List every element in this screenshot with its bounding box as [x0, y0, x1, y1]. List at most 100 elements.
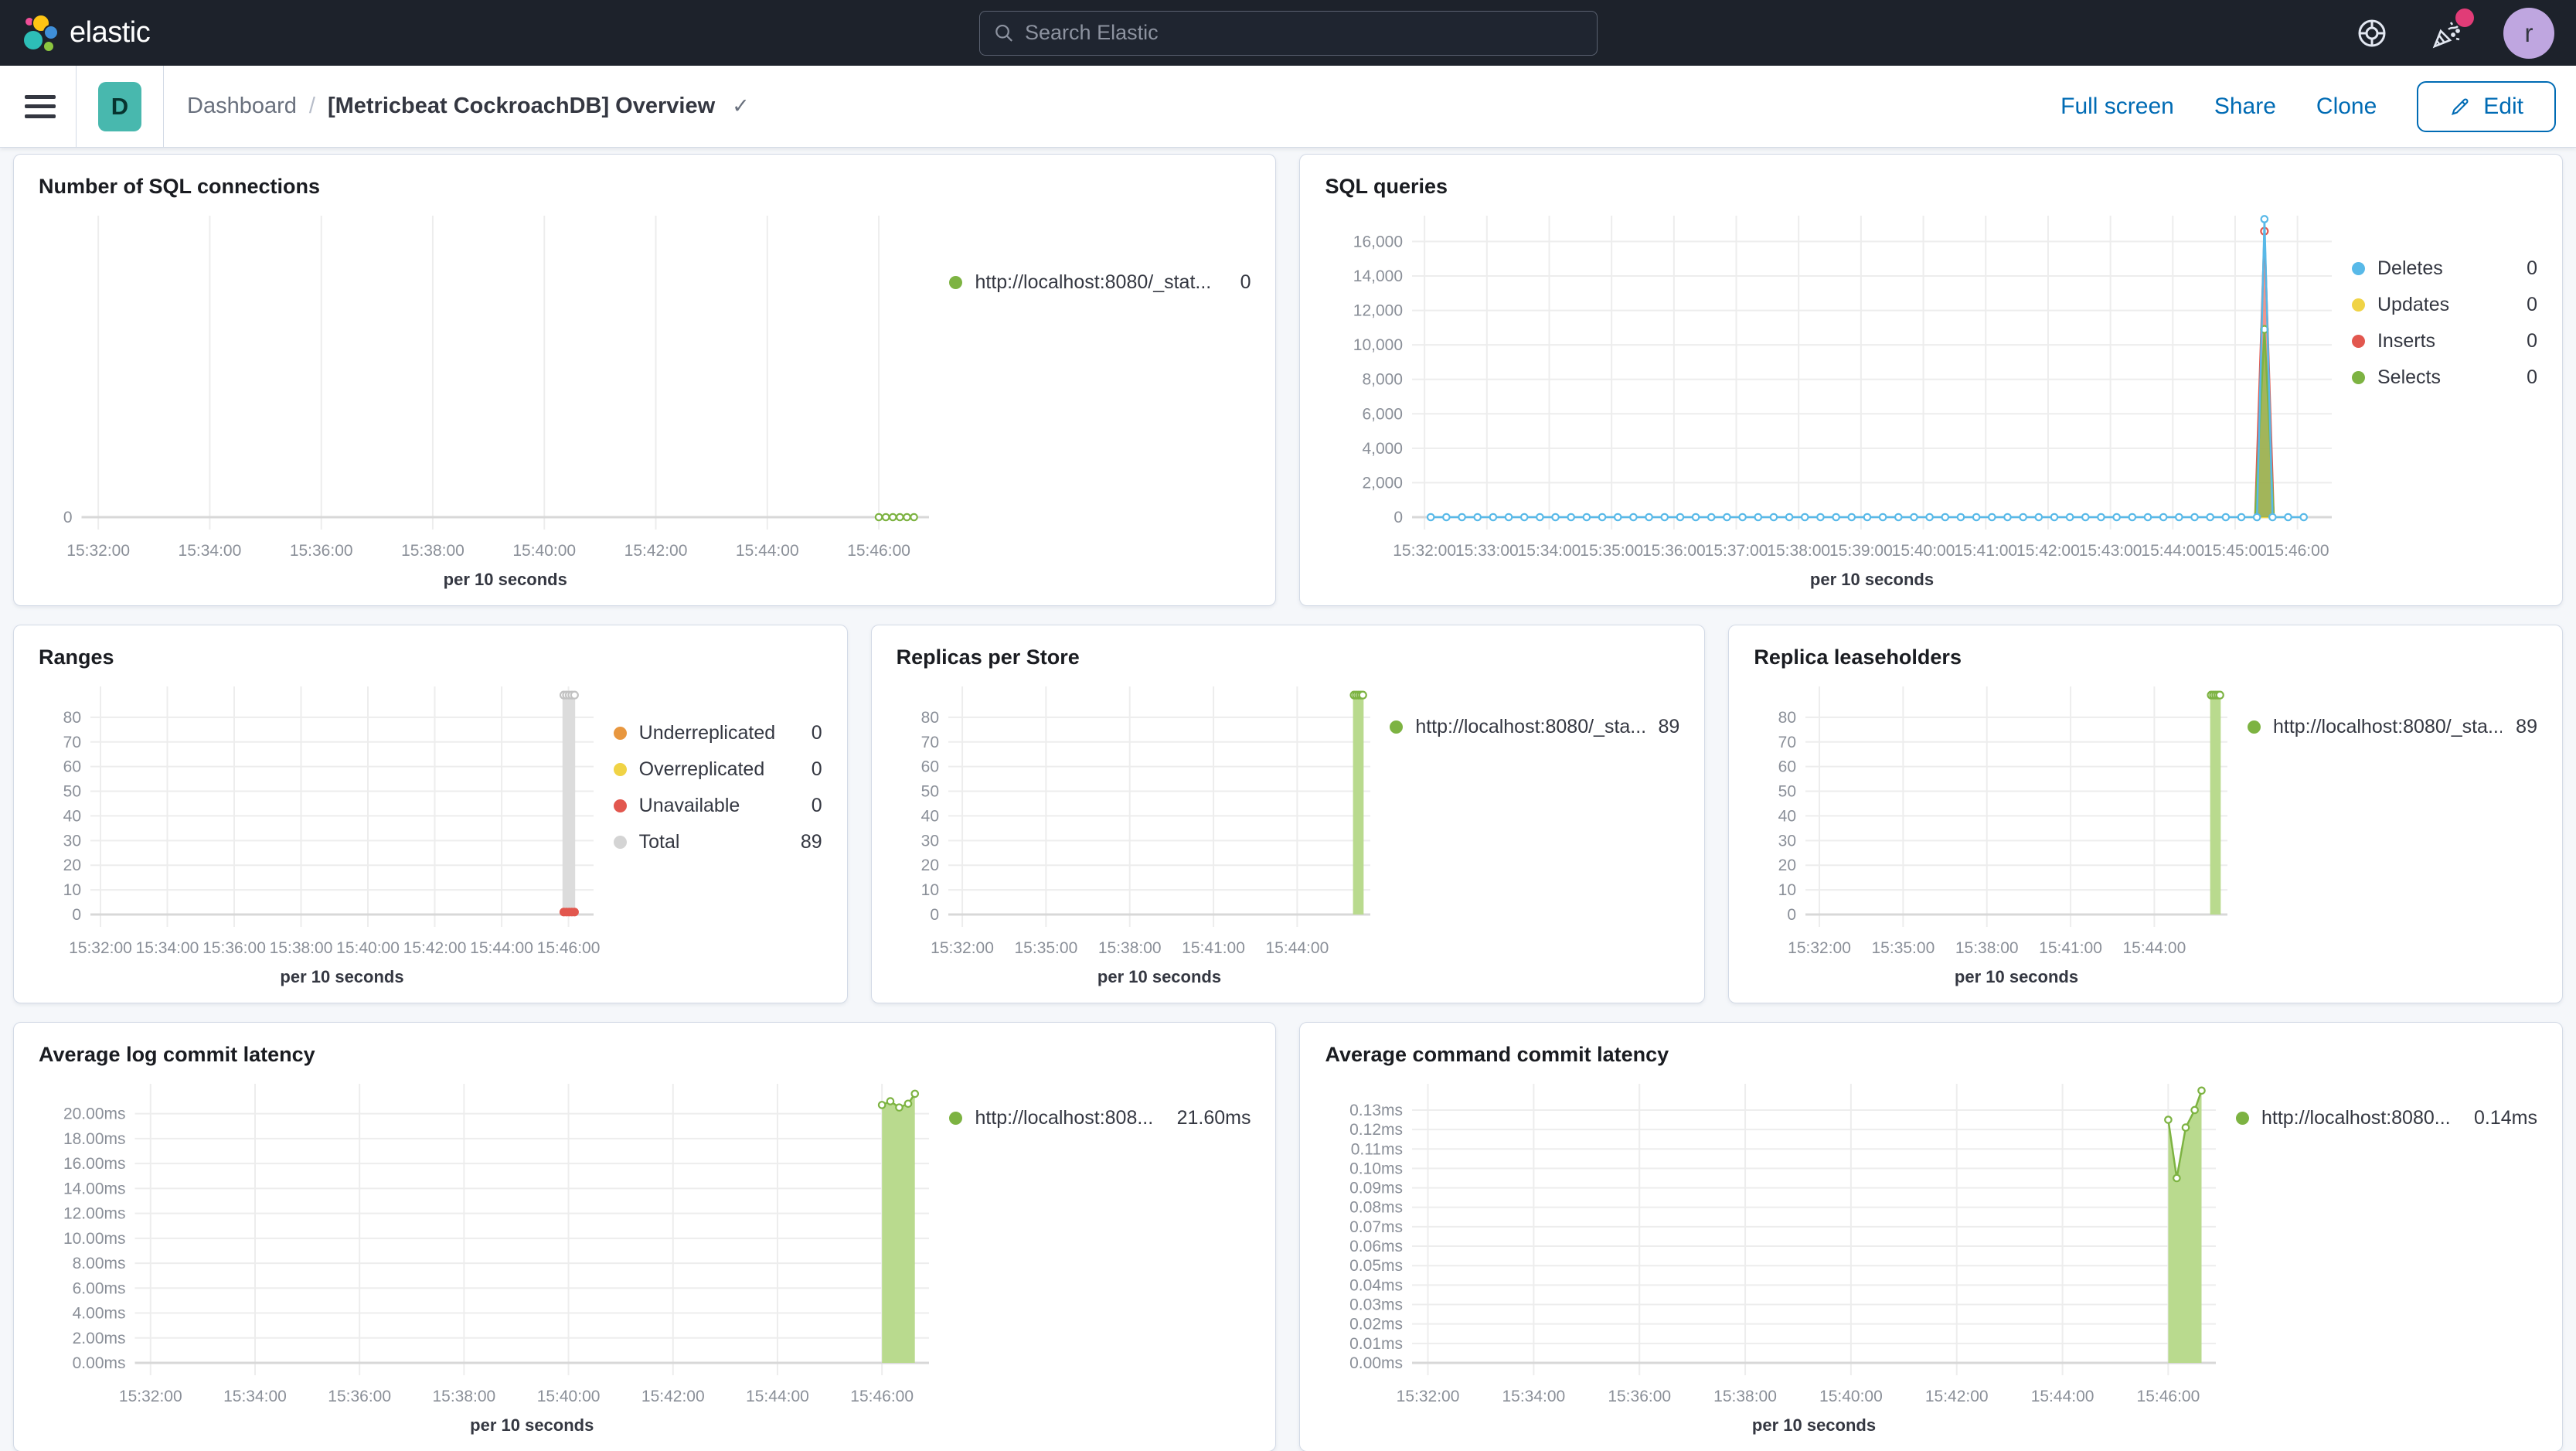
- svg-text:2.00ms: 2.00ms: [73, 1330, 126, 1347]
- svg-text:15:34:00: 15:34:00: [1502, 1388, 1566, 1405]
- legend-item[interactable]: Total 89: [613, 831, 822, 853]
- svg-text:70: 70: [1778, 734, 1796, 751]
- svg-text:4.00ms: 4.00ms: [73, 1305, 126, 1323]
- legend-item[interactable]: http://localhost:8080/_sta... 89: [1390, 716, 1679, 738]
- legend-series-value: 0: [811, 722, 822, 744]
- panel-title[interactable]: Ranges: [39, 645, 114, 669]
- logo-text: elastic: [70, 16, 151, 49]
- user-avatar[interactable]: r: [2503, 7, 2554, 59]
- svg-text:12.00ms: 12.00ms: [63, 1205, 126, 1223]
- chart-sql-connections[interactable]: 15:32:00 15:34:00 15:36:00 15:38:00 15:40:00…: [39, 202, 941, 594]
- svg-text:15:44:00: 15:44:00: [1265, 939, 1329, 957]
- legend-item[interactable]: Overreplicated 0: [613, 758, 822, 781]
- svg-text:15:42:00: 15:42:00: [624, 542, 688, 560]
- breadcrumb-dashboard-link[interactable]: Dashboard: [187, 94, 297, 118]
- legend-series-label: http://localhost:8080/_sta...: [1415, 716, 1645, 737]
- legend-series-value: 89: [2516, 716, 2537, 737]
- legend-series-dot: [613, 763, 627, 776]
- help-icon[interactable]: [2352, 13, 2392, 53]
- svg-text:15:43:00: 15:43:00: [2079, 542, 2142, 560]
- legend-item[interactable]: Deletes 0: [2351, 257, 2537, 280]
- search-input[interactable]: [1025, 21, 1583, 45]
- legend-item[interactable]: Selects 0: [2351, 366, 2537, 389]
- chart-avg-command-commit-latency[interactable]: 15:32:00 15:34:00 15:36:00 15:38:00 15:40:00…: [1325, 1070, 2228, 1440]
- full-screen-button[interactable]: Full screen: [2060, 93, 2174, 119]
- chart-canvas-avg-command-commit-latency: 15:32:00 15:34:00 15:36:00 15:38:00 15:40:00…: [1350, 1084, 2217, 1435]
- legend-item[interactable]: Updates 0: [2351, 294, 2537, 316]
- svg-text:30: 30: [1778, 832, 1796, 850]
- legend-series-label: Total: [638, 831, 680, 853]
- legend-series-value: 0: [1240, 271, 1251, 293]
- elastic-logo-icon: [22, 13, 59, 53]
- svg-text:70: 70: [63, 734, 81, 751]
- legend-series-label: Overreplicated: [638, 758, 765, 780]
- svg-text:12,000: 12,000: [1353, 302, 1403, 320]
- menu-icon[interactable]: [25, 94, 56, 118]
- chart-replicas-per-store[interactable]: 15:32:00 15:35:00 15:38:00 15:41:00 15:44:00…: [897, 673, 1383, 992]
- search-icon: [995, 24, 1012, 42]
- panel-ranges: Ranges 15:32:00 15:34:00 15:36:00 15:38:00 1…: [13, 625, 848, 1003]
- chart-ranges[interactable]: 15:32:00 15:34:00 15:36:00 15:38:00 15:40:00…: [39, 673, 606, 992]
- svg-text:per 10 seconds: per 10 seconds: [1810, 570, 1934, 589]
- svg-text:14.00ms: 14.00ms: [63, 1180, 126, 1197]
- panel-title[interactable]: SQL queries: [1325, 175, 1448, 198]
- svg-text:0.07ms: 0.07ms: [1350, 1218, 1404, 1236]
- legend-series-dot: [2351, 298, 2365, 312]
- chart-canvas-ranges: 15:32:00 15:34:00 15:36:00 15:38:00 15:40:00…: [63, 686, 600, 986]
- legend-item[interactable]: Inserts 0: [2351, 330, 2537, 353]
- svg-text:15:42:00: 15:42:00: [1925, 1388, 1989, 1405]
- svg-text:15:46:00: 15:46:00: [2266, 542, 2329, 560]
- legend-item[interactable]: http://localhost:8080... 0.14ms: [2235, 1107, 2537, 1129]
- dashboard-toolbar: D Dashboard / [Metricbeat CockroachDB] O…: [0, 65, 2576, 148]
- svg-text:60: 60: [1778, 758, 1796, 776]
- svg-text:30: 30: [63, 832, 81, 850]
- legend-item[interactable]: http://localhost:808... 21.60ms: [949, 1107, 1251, 1129]
- svg-text:15:44:00: 15:44:00: [746, 1388, 809, 1405]
- svg-text:0.08ms: 0.08ms: [1350, 1199, 1404, 1217]
- svg-text:20: 20: [63, 857, 81, 874]
- svg-text:16.00ms: 16.00ms: [63, 1155, 126, 1173]
- legend-series-value: 89: [800, 831, 822, 853]
- svg-text:0.12ms: 0.12ms: [1350, 1121, 1404, 1139]
- panel-title[interactable]: Replicas per Store: [896, 645, 1080, 669]
- svg-text:15:40:00: 15:40:00: [1820, 1388, 1884, 1405]
- dashboard-badge[interactable]: D: [98, 81, 141, 131]
- global-search[interactable]: [978, 10, 1598, 56]
- legend-item[interactable]: Underreplicated 0: [613, 722, 822, 744]
- svg-text:15:35:00: 15:35:00: [1872, 939, 1935, 957]
- share-button[interactable]: Share: [2214, 93, 2276, 119]
- legend-series-value: 0: [2527, 294, 2537, 315]
- svg-text:80: 80: [1778, 709, 1796, 727]
- svg-text:20: 20: [920, 857, 938, 874]
- svg-text:10.00ms: 10.00ms: [63, 1230, 126, 1248]
- legend-item[interactable]: http://localhost:8080/_sta... 89: [2247, 716, 2537, 738]
- legend-series-value: 0: [811, 795, 822, 816]
- panel-sql-connections: Number of SQL connections 15:32:00 15:34:…: [13, 154, 1277, 606]
- newsfeed-icon[interactable]: [2428, 8, 2474, 53]
- svg-text:15:38:00: 15:38:00: [1955, 939, 2019, 957]
- svg-text:10: 10: [920, 881, 938, 899]
- panel-title[interactable]: Replica leaseholders: [1754, 645, 1962, 669]
- panel-avg-log-commit-latency: Average log commit latency 15:32:00 15:34…: [13, 1022, 1277, 1451]
- chart-replica-leaseholders[interactable]: 15:32:00 15:35:00 15:38:00 15:41:00 15:44:00…: [1754, 673, 2240, 992]
- legend-item[interactable]: http://localhost:8080/_stat... 0: [949, 271, 1251, 294]
- chart-canvas-avg-log-commit-latency: 15:32:00 15:34:00 15:36:00 15:38:00 15:40:00…: [63, 1084, 929, 1435]
- elastic-logo[interactable]: elastic: [22, 13, 151, 53]
- avatar-initial: r: [2524, 18, 2533, 47]
- panel-title[interactable]: Number of SQL connections: [39, 175, 321, 198]
- check-icon[interactable]: ✓: [732, 94, 750, 118]
- svg-text:15:32:00: 15:32:00: [1788, 939, 1852, 957]
- edit-button[interactable]: Edit: [2417, 80, 2556, 132]
- panel-title[interactable]: Average command commit latency: [1325, 1043, 1669, 1066]
- legend-item[interactable]: Unavailable 0: [613, 795, 822, 817]
- chart-sql-queries[interactable]: 15:32:00 15:33:00 15:34:00 15:35:00 15:36:00…: [1325, 202, 2344, 594]
- chart-legend: http://localhost:8080/_stat... 0: [941, 202, 1251, 594]
- panel-title[interactable]: Average log commit latency: [39, 1043, 315, 1066]
- svg-text:0.11ms: 0.11ms: [1351, 1140, 1403, 1158]
- chart-avg-log-commit-latency[interactable]: 15:32:00 15:34:00 15:36:00 15:38:00 15:40:00…: [39, 1070, 941, 1440]
- global-header: elastic r: [0, 0, 2576, 66]
- svg-text:15:38:00: 15:38:00: [1098, 939, 1162, 957]
- legend-series-label: Underreplicated: [638, 722, 776, 744]
- clone-button[interactable]: Clone: [2316, 93, 2377, 119]
- divider: [76, 65, 77, 148]
